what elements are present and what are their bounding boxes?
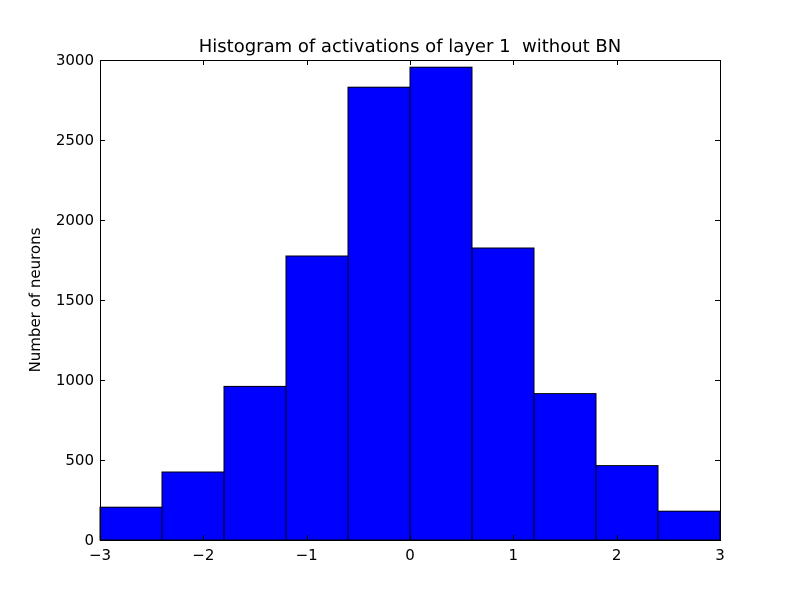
histogram-bar — [99, 506, 163, 541]
histogram-bar — [347, 86, 411, 541]
x-tick-label: 1 — [509, 546, 519, 564]
y-tick-label: 2500 — [56, 131, 94, 149]
y-tick-label: 1500 — [56, 291, 94, 309]
histogram-bar — [285, 255, 349, 541]
y-tick-label: 500 — [65, 451, 94, 469]
bars-layer — [99, 66, 721, 541]
histogram-bar — [595, 465, 659, 541]
x-tick-label: 2 — [612, 546, 622, 564]
histogram-bar — [161, 471, 225, 541]
axes-frame — [100, 60, 721, 541]
x-tick-label: 0 — [405, 546, 415, 564]
histogram-bar — [409, 66, 473, 541]
histogram-bar — [223, 385, 287, 541]
chart-title: Histogram of activations of layer 1 with… — [198, 36, 622, 57]
x-tick-label: −3 — [89, 546, 111, 564]
y-axis-label: Number of neurons — [26, 227, 44, 373]
histogram-bar — [533, 393, 597, 541]
tick-labels-layer: −3 −2 −1 0 1 2 3 0 500 1000 1500 2000 2500 3000 — [56, 51, 725, 564]
histogram-bar — [657, 510, 721, 541]
y-tick-label: 2000 — [56, 211, 94, 229]
x-tick-label: 3 — [715, 546, 725, 564]
y-tick-label: 3000 — [56, 51, 94, 69]
x-tick-label: −2 — [192, 546, 214, 564]
histogram-bar — [471, 247, 535, 541]
x-tick-label: −1 — [296, 546, 318, 564]
y-tick-label: 1000 — [56, 371, 94, 389]
y-tick-label: 0 — [84, 531, 94, 549]
